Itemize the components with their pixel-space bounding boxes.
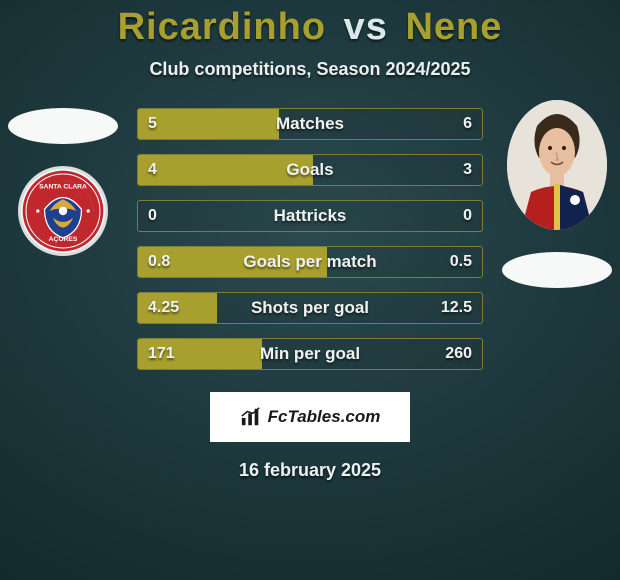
stat-row: 43Goals	[137, 154, 483, 186]
stat-label: Hattricks	[138, 201, 482, 231]
stat-value-left: 171	[148, 339, 175, 369]
left-ellipse-placeholder	[8, 108, 118, 144]
stat-row: 171260Min per goal	[137, 338, 483, 370]
stat-value-left: 0	[148, 201, 157, 231]
stat-row: 56Matches	[137, 108, 483, 140]
stat-value-left: 4	[148, 155, 157, 185]
stat-value-left: 5	[148, 109, 157, 139]
subtitle: Club competitions, Season 2024/2025	[0, 59, 620, 80]
santa-clara-crest-icon: SANTA CLARA AÇORES	[21, 169, 105, 253]
stat-fill-left	[138, 109, 279, 139]
stat-fill-left	[138, 155, 313, 185]
stat-value-right: 3	[463, 155, 472, 185]
right-ellipse-placeholder	[502, 252, 612, 288]
stat-value-left: 0.8	[148, 247, 170, 277]
stat-value-left: 4.25	[148, 293, 179, 323]
right-side-column	[497, 108, 617, 288]
stat-row: 4.2512.5Shots per goal	[137, 292, 483, 324]
stat-value-right: 260	[445, 339, 472, 369]
footer-date: 16 february 2025	[0, 460, 620, 481]
bar-chart-icon	[240, 406, 262, 428]
stat-value-right: 0.5	[450, 247, 472, 277]
footer-brand-text: FcTables.com	[268, 407, 381, 427]
left-side-column: SANTA CLARA AÇORES	[3, 108, 123, 256]
stat-row: 0.80.5Goals per match	[137, 246, 483, 278]
main-row: SANTA CLARA AÇORES 56Matches43Goals00Hat…	[0, 108, 620, 370]
stat-row: 0 0Hattricks	[137, 200, 483, 232]
title-player1: Ricardinho	[118, 6, 326, 48]
club-crest: SANTA CLARA AÇORES	[18, 166, 108, 256]
player-portrait-icon	[507, 100, 607, 230]
page-title: Ricardinho vs Nene	[0, 0, 620, 49]
title-player2: Nene	[405, 6, 502, 48]
stat-value-right: 6	[463, 109, 472, 139]
footer-brand-box: FcTables.com	[210, 392, 410, 442]
stats-column: 56Matches43Goals00Hattricks0.80.5Goals p…	[137, 108, 483, 370]
player-photo	[507, 100, 607, 230]
title-vs: vs	[344, 6, 388, 48]
stat-value-right: 0	[463, 201, 472, 231]
stat-value-right: 12.5	[441, 293, 472, 323]
svg-text:SANTA CLARA: SANTA CLARA	[39, 183, 87, 190]
